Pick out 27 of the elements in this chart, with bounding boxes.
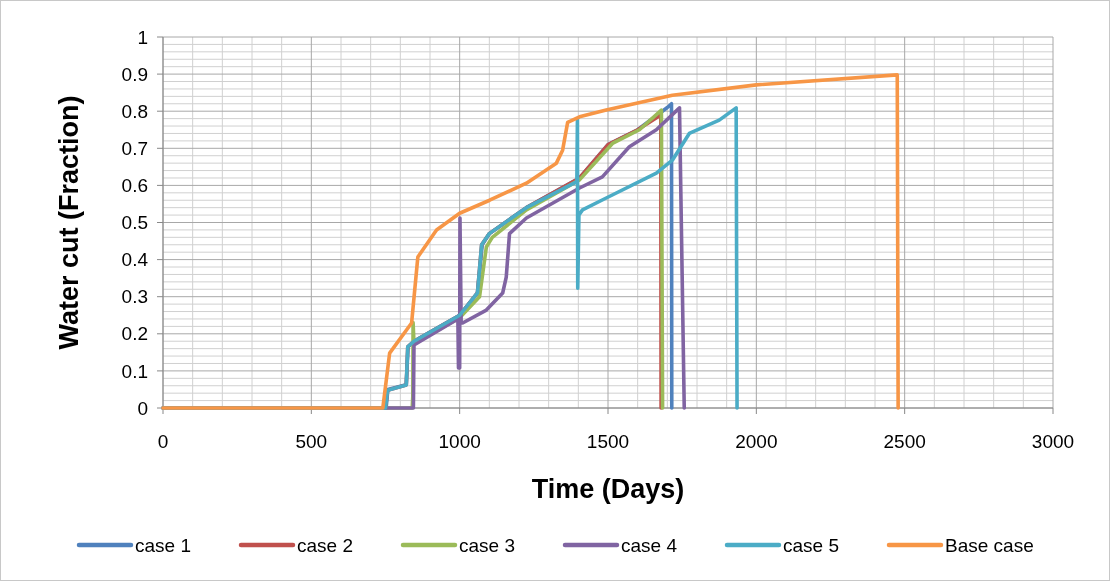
x-tick-label: 3000 (1031, 431, 1075, 452)
y-tick-label: 1 (137, 26, 148, 48)
y-tick-label: 0.4 (121, 249, 149, 271)
x-tick-label: 0 (157, 431, 169, 452)
y-axis-title: Water cut (Fraction) (54, 95, 84, 350)
y-tick-label: 0.2 (121, 323, 148, 345)
x-axis-title: Time (Days) (531, 474, 685, 504)
legend-label: case 1 (135, 534, 191, 556)
legend-label: case 4 (621, 534, 678, 556)
x-tick-label: 2000 (735, 431, 778, 452)
line-series (161, 73, 900, 410)
legend-label: case 3 (459, 534, 515, 556)
legend-label: case 5 (783, 534, 839, 556)
x-tick-label: 1500 (586, 431, 630, 452)
y-tick-label: 0.9 (121, 63, 148, 85)
y-tick-label: 0 (137, 397, 148, 419)
x-tick-label: 500 (295, 431, 328, 452)
y-tick-label: 0.3 (121, 286, 148, 308)
y-tick-label: 0.5 (121, 212, 148, 234)
y-tick-label: 0.7 (121, 137, 148, 159)
legend-label: case 2 (297, 534, 353, 556)
legend-label: Base case (945, 534, 1034, 556)
x-tick-label: 2500 (883, 431, 926, 452)
y-tick-label: 0.6 (121, 175, 148, 197)
y-tick-label: 0.1 (121, 360, 148, 382)
y-tick-label: 0.8 (121, 100, 148, 122)
x-tick-label: 1000 (438, 431, 481, 452)
